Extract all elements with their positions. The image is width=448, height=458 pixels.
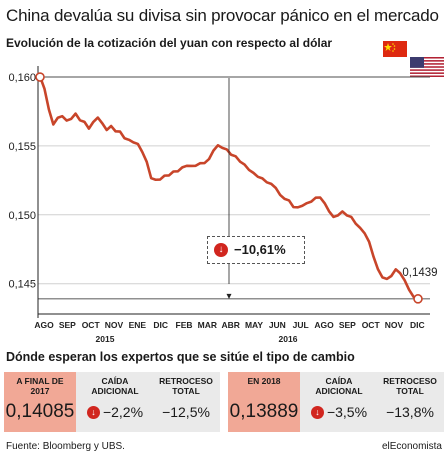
x-tick-label: SEP	[59, 320, 76, 330]
forecast-2017-drop-value: ↓ −2,2%	[80, 404, 150, 420]
forecast-2017-rate: A FINAL DE 2017 0,14085	[4, 372, 76, 432]
brand-logo: elEconomista	[381, 441, 442, 452]
forecast-2018-total: RETROCESO TOTAL −13,8%	[376, 372, 444, 432]
x-tick-label: ENE	[129, 320, 147, 330]
x-tick-label: AGO	[314, 320, 334, 330]
forecast-2017-total-value: −12,5%	[162, 404, 210, 420]
forecast-2018-rate: EN 2018 0,13889	[228, 372, 300, 432]
forecast-2018-total-label: RETROCESO TOTAL	[383, 376, 437, 396]
y-tick-label: 0,150	[8, 210, 36, 222]
x-tick-label: OCT	[82, 320, 101, 330]
yuan-line-chart: 0,160 0,155 0,150 0,145 AGO SEP OCT NOV ENE DIC FE…	[8, 66, 438, 344]
x-tick-label: DIC	[153, 320, 168, 330]
end-value-label: 0,1439	[402, 267, 437, 279]
down-arrow-icon: ↓	[310, 406, 324, 419]
year-label: 2015	[96, 334, 115, 344]
x-tick-label: MAY	[245, 320, 263, 330]
y-tick-label: 0,155	[8, 141, 36, 153]
forecast-2017-value: 0,14085	[5, 401, 75, 422]
x-tick-label: OCT	[362, 320, 381, 330]
forecast-2017-drop-label: CAÍDA ADICIONAL	[91, 376, 139, 396]
x-tick-label: NOV	[385, 320, 404, 330]
x-tick-label: MAR	[198, 320, 217, 330]
china-flag-icon	[383, 41, 407, 57]
forecast-2017-label: A FINAL DE 2017	[16, 376, 64, 396]
x-tick-label: SEP	[339, 320, 356, 330]
chart-subtitle: Evolución de la cotización del yuan con …	[6, 36, 333, 50]
x-tick-label: NOV	[105, 320, 124, 330]
down-arrow-icon: ↓	[86, 406, 100, 419]
forecast-card-2018: EN 2018 0,13889 CAÍDA ADICIONAL ↓ −3,5% R…	[228, 372, 444, 432]
x-tick-label: DIC	[410, 320, 425, 330]
year-label: 2016	[279, 334, 298, 344]
down-arrow-icon: ↓	[214, 243, 228, 257]
forecast-2018-label: EN 2018	[247, 376, 281, 386]
forecast-2017-drop: CAÍDA ADICIONAL ↓ −2,2%	[80, 372, 150, 432]
forecast-2018-drop-label: CAÍDA ADICIONAL	[315, 376, 363, 396]
y-tick-label: 0,160	[8, 72, 36, 84]
x-tick-label: JUN	[269, 320, 286, 330]
callout-arrowhead	[226, 293, 232, 299]
x-tick-label: FEB	[176, 320, 193, 330]
forecast-2018-value: 0,13889	[229, 401, 299, 422]
forecast-2018-drop-value: ↓ −3,5%	[304, 404, 374, 420]
y-tick-label: 0,145	[8, 279, 36, 291]
x-tick-label: AGO	[34, 320, 54, 330]
forecast-2017-total-label: RETROCESO TOTAL	[159, 376, 213, 396]
start-marker	[35, 72, 45, 82]
forecast-2017-total: RETROCESO TOTAL −12,5%	[152, 372, 220, 432]
chart-title: China devalúa su divisa sin provocar pán…	[6, 6, 439, 25]
decline-value: −10,61%	[234, 242, 286, 257]
end-marker	[413, 294, 423, 304]
forecast-2018-drop: CAÍDA ADICIONAL ↓ −3,5%	[304, 372, 374, 432]
source-note: Fuente: Bloomberg y UBS.	[6, 441, 125, 452]
decline-callout: ↓ −10,61%	[207, 236, 305, 264]
forecast-2018-total-value: −13,8%	[386, 404, 434, 420]
forecast-card-2017: A FINAL DE 2017 0,14085 CAÍDA ADICIONAL …	[4, 372, 220, 432]
usa-flag-icon	[410, 57, 444, 77]
x-tick-label: JUL	[293, 320, 309, 330]
x-tick-label: ABR	[221, 320, 239, 330]
forecast-section-title: Dónde esperan los expertos que se sitúe …	[6, 350, 355, 364]
